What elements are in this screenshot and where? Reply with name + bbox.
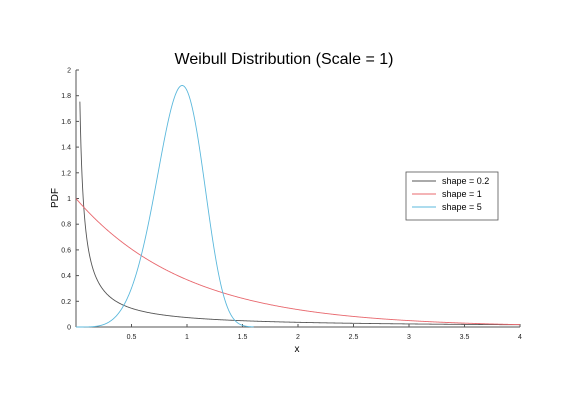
y-tick-label: 1.2 bbox=[61, 170, 71, 177]
y-tick-label: 0.4 bbox=[61, 273, 71, 280]
legend: shape = 0.2 shape = 1 shape = 5 bbox=[405, 171, 499, 221]
chart-title: Weibull Distribution (Scale = 1) bbox=[175, 51, 394, 68]
x-tick-label: 0.5 bbox=[127, 334, 137, 341]
y-tick-label: 0 bbox=[67, 325, 71, 332]
y-tick-label: 1.8 bbox=[61, 93, 71, 100]
legend-box bbox=[405, 171, 499, 221]
series-line-3 bbox=[76, 85, 254, 328]
x-tick-label: 1 bbox=[185, 334, 189, 341]
legend-label: shape = 1 bbox=[442, 189, 482, 199]
legend-label: shape = 0.2 bbox=[442, 176, 489, 186]
y-tick-label: 0.8 bbox=[61, 222, 71, 229]
series-lines bbox=[75, 85, 521, 328]
series-line-2 bbox=[75, 198, 521, 326]
y-tick-label: 1 bbox=[67, 196, 71, 203]
x-tick-label: 3.5 bbox=[460, 334, 470, 341]
series-line-1 bbox=[79, 101, 520, 326]
legend-label: shape = 5 bbox=[442, 202, 482, 212]
y-tick-label: 1.4 bbox=[61, 145, 71, 152]
x-tick-label: 4 bbox=[518, 334, 522, 341]
x-axis-label: x bbox=[295, 344, 300, 355]
y-axis-ticks: 0 0.2 0.4 0.6 0.8 1 1.2 1.4 1.6 1.8 2 bbox=[61, 68, 79, 332]
x-tick-label: 2.5 bbox=[349, 334, 359, 341]
y-tick-label: 0.2 bbox=[61, 299, 71, 306]
y-tick-label: 1.6 bbox=[61, 119, 71, 126]
x-tick-label: 3 bbox=[407, 334, 411, 341]
y-tick-label: 2 bbox=[67, 68, 71, 75]
y-axis-label: PDF bbox=[50, 188, 61, 208]
x-tick-label: 1.5 bbox=[238, 334, 248, 341]
x-tick-label: 2 bbox=[296, 334, 300, 341]
y-tick-label: 0.6 bbox=[61, 247, 71, 254]
